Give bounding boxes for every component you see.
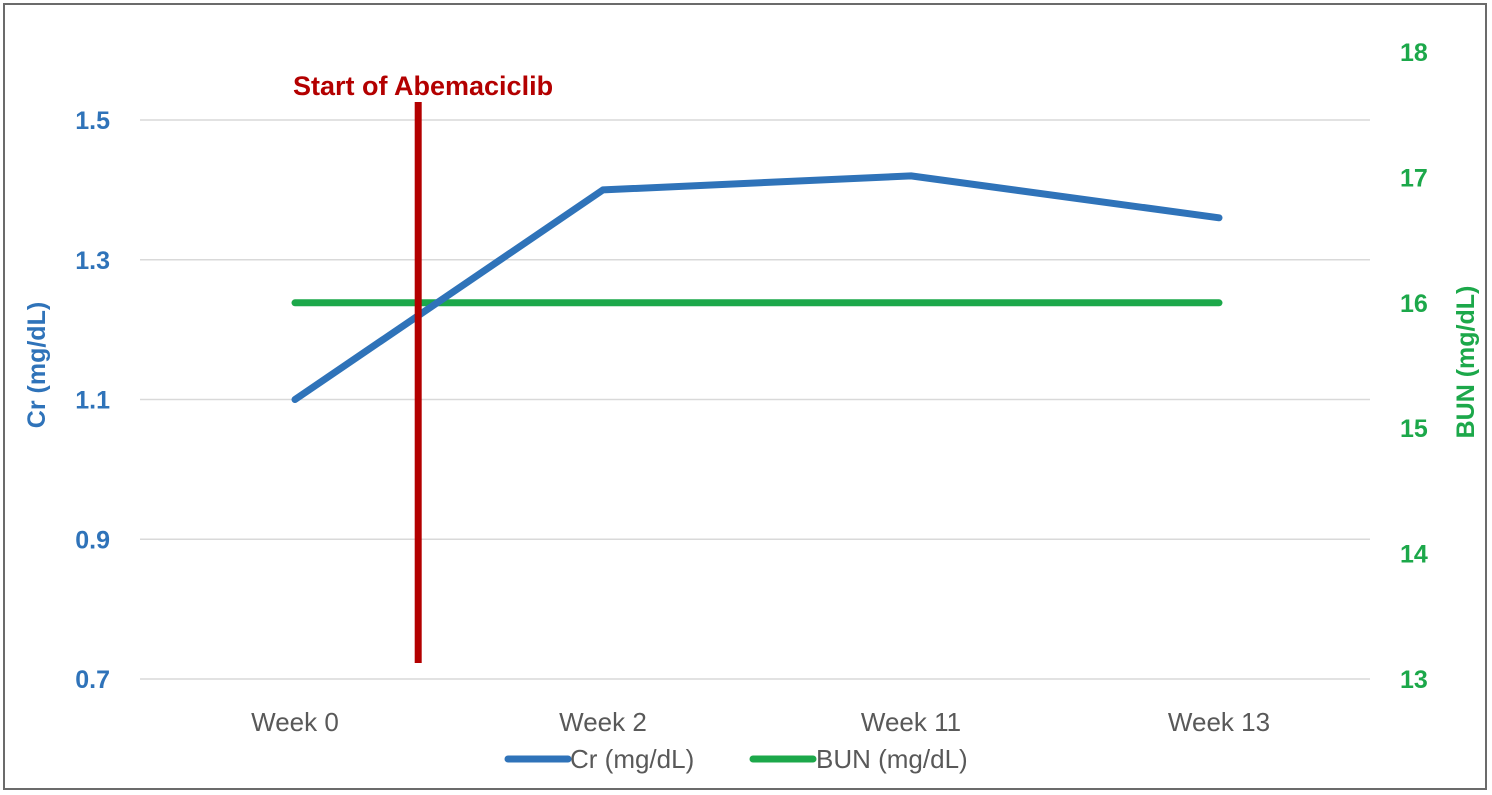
series-layer [291, 172, 1223, 403]
left-tick-3: 1.3 [75, 247, 110, 275]
legend-label-bun: BUN (mg/dL) [816, 744, 968, 774]
right-axis-title: BUN (mg/dL) [1452, 286, 1480, 439]
left-tick-4: 1.5 [75, 107, 110, 135]
grid-layer [140, 119, 1370, 680]
left-axis-title: Cr (mg/dL) [23, 302, 51, 428]
right-tick-3: 16 [1400, 290, 1428, 318]
category-label-2: Week 11 [861, 707, 961, 737]
right-tick-5: 18 [1400, 39, 1428, 67]
right-tick-2: 15 [1400, 415, 1428, 443]
annotation-label: Start of Abemaciclib [293, 71, 553, 101]
category-label-3: Week 13 [1168, 707, 1270, 737]
category-label-0: Week 0 [251, 707, 339, 737]
series-line-cr [291, 172, 1223, 403]
left-tick-0: 0.7 [75, 666, 110, 694]
right-tick-0: 13 [1400, 666, 1428, 694]
category-labels: Week 0 Week 2 Week 11 Week 13 [251, 707, 1270, 737]
legend: Cr (mg/dL) BUN (mg/dL) [504, 744, 968, 774]
category-label-1: Week 2 [559, 707, 647, 737]
right-tick-4: 17 [1400, 164, 1428, 192]
chart-frame [3, 3, 1487, 790]
left-tick-1: 0.9 [75, 526, 110, 554]
left-tick-2: 1.1 [75, 387, 110, 415]
right-axis-ticks: 13 14 15 16 17 18 [1400, 39, 1428, 694]
right-tick-1: 14 [1400, 541, 1428, 569]
annotation-layer: Start of Abemaciclib [293, 71, 553, 663]
legend-label-cr: Cr (mg/dL) [570, 744, 694, 774]
left-axis-ticks: 0.7 0.9 1.1 1.3 1.5 [75, 107, 110, 694]
